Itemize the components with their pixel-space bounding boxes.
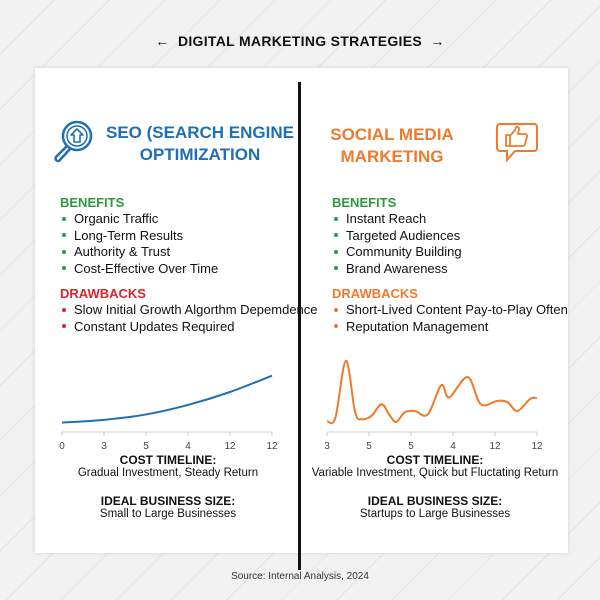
column-divider — [298, 82, 301, 570]
list-item: Short-Lived Content Pay-to-Play Often — [332, 302, 568, 319]
bullet-icon — [62, 216, 66, 221]
page-title: ← DIGITAL MARKETING STRATEGIES → — [155, 33, 445, 49]
seo-cost-timeline: COST TIMELINE: Gradual Investment, Steady… — [77, 453, 259, 479]
list-item: Targeted Audiences — [332, 228, 462, 245]
x-tick-label: 5 — [408, 441, 414, 452]
x-tick-label: 12 — [531, 441, 543, 452]
list-item: Long-Term Results — [60, 228, 218, 245]
list-item: Authority & Trust — [60, 244, 218, 261]
series-line — [61, 374, 273, 424]
list-item: Organic Traffic — [60, 211, 218, 228]
social-title: SOCIAL MEDIA MARKETING — [330, 125, 454, 166]
bullet-icon — [334, 249, 338, 254]
bullet-icon — [334, 216, 338, 221]
x-tick-label: 5 — [143, 441, 149, 452]
x-tick-label: 4 — [450, 441, 456, 452]
bullet-icon — [334, 233, 338, 238]
series-line — [326, 359, 538, 425]
social-cost-timeline: COST TIMELINE: Variable Investment, Quick… — [311, 453, 559, 479]
bullet-icon — [62, 266, 66, 271]
seo-ideal-size: IDEAL BUSINESS SIZE: Small to Large Busin… — [99, 494, 237, 520]
seo-title: SEO (SEARCH ENGINE OPTIMIZATION — [106, 123, 294, 164]
list-item: Community Building — [332, 244, 462, 261]
x-tick-label: 12 — [489, 441, 501, 452]
social-drawbacks: DRAWBACKS Short-Lived Content Pay-to-Pla… — [332, 286, 568, 336]
x-tick-label: 3 — [101, 441, 107, 452]
social-benefits: BENEFITS Instant Reach Targeted Audiences… — [332, 195, 462, 278]
bullet-icon — [334, 324, 338, 329]
x-tick-label: 4 — [185, 441, 191, 452]
comparison-card: SEO (SEARCH ENGINE OPTIMIZATION BENEFITS … — [35, 68, 568, 553]
magnifier-upload-icon — [54, 120, 93, 163]
social-cost-chart: 3 5 5 4 12 12 — [324, 359, 543, 452]
bullet-icon — [62, 307, 66, 312]
list-item: Instant Reach — [332, 211, 462, 228]
x-tick-label: 12 — [266, 441, 278, 452]
social-ideal-size: IDEAL BUSINESS SIZE: Startups to Large Bu… — [359, 494, 511, 520]
list-item: Reputation Management — [332, 319, 568, 336]
seo-drawbacks: DRAWBACKS Slow Initial Growth Algorthm D… — [60, 286, 318, 336]
bullet-icon — [334, 266, 338, 271]
list-item: Cost-Effective Over Time — [60, 261, 218, 278]
bullet-icon — [62, 249, 66, 254]
seo-benefits: BENEFITS Organic Traffic Long-Term Result… — [60, 195, 219, 278]
arrow-left-icon[interactable]: ← — [155, 33, 170, 49]
thumbs-up-speech-bubble-icon — [496, 123, 538, 163]
x-tick-label: 12 — [224, 441, 236, 452]
seo-cost-chart: 0 3 5 4 12 12 — [59, 374, 278, 452]
list-item: Slow Initial Growth Algorthm Depemdence — [60, 302, 318, 319]
bullet-icon — [334, 307, 338, 312]
x-tick-label: 3 — [324, 441, 330, 452]
bullet-icon — [62, 324, 66, 329]
list-item: Constant Updates Required — [60, 319, 318, 336]
arrow-right-icon[interactable]: → — [430, 33, 445, 49]
x-tick-label: 5 — [366, 441, 372, 452]
list-item: Brand Awareness — [332, 261, 462, 278]
source-note: Source: Internal Analysis, 2024 — [231, 571, 369, 582]
bullet-icon — [62, 233, 66, 238]
x-tick-label: 0 — [59, 441, 65, 452]
social-column: SOCIAL MEDIA MARKETING BENEFITS Instant R… — [302, 68, 568, 553]
seo-column: SEO (SEARCH ENGINE OPTIMIZATION BENEFITS … — [35, 68, 318, 553]
